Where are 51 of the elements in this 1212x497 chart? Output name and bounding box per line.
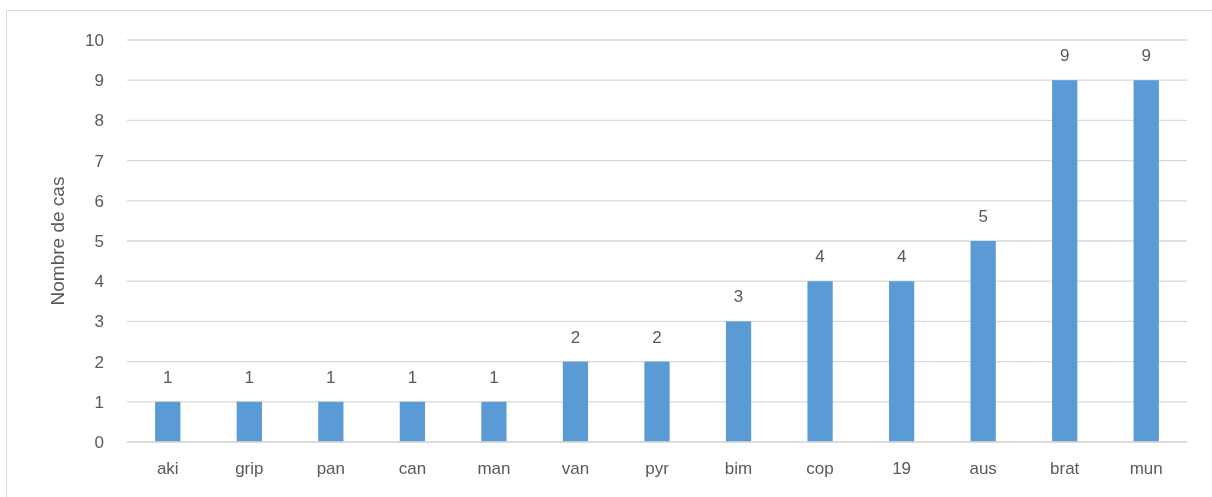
y-tick-label: 2 (94, 352, 104, 372)
data-label: 4 (896, 247, 907, 267)
data-label: 2 (652, 327, 662, 347)
bar (481, 401, 507, 442)
bar (725, 321, 752, 442)
bar (562, 361, 589, 442)
data-label: 5 (978, 207, 988, 226)
x-tick-label: bim (724, 459, 753, 479)
data-label: 2 (570, 327, 581, 347)
bar (236, 401, 262, 442)
y-tick-label: 4 (94, 272, 104, 292)
bar (1133, 80, 1159, 442)
data-label: 1 (489, 367, 499, 387)
x-tick-label: man (477, 459, 511, 479)
x-tick-label: cop (806, 459, 834, 479)
y-tick-label: 8 (94, 111, 104, 131)
bar (888, 281, 915, 442)
bar (807, 281, 833, 442)
x-tick-label: pan (316, 459, 346, 479)
y-tick-label: 5 (94, 231, 104, 251)
bar (970, 241, 996, 442)
bar (399, 401, 426, 442)
y-tick-label: 7 (94, 151, 104, 171)
x-tick-label: 19 (892, 459, 912, 479)
bar (155, 401, 181, 442)
y-tick-label: 6 (94, 191, 104, 211)
y-tick-label: 10 (85, 30, 104, 50)
bar (644, 361, 670, 442)
x-tick-label: brat (1050, 459, 1080, 479)
data-label: 1 (407, 367, 418, 387)
data-label: 1 (244, 367, 255, 387)
x-tick-label: aus (969, 459, 997, 479)
x-tick-label: grip (235, 459, 264, 479)
y-tick-label: 9 (94, 71, 104, 91)
data-label: 9 (1141, 46, 1151, 66)
y-tick-label: 3 (94, 312, 104, 332)
x-tick-label: van (561, 459, 590, 479)
x-tick-label: mun (1129, 459, 1163, 479)
y-axis-title: Nombre de cas (47, 176, 68, 306)
x-tick-label: aki (156, 459, 179, 479)
y-tick-label: 1 (94, 392, 104, 412)
bar (318, 401, 344, 442)
data-label: 1 (163, 367, 173, 387)
data-label: 1 (326, 367, 336, 387)
data-label: 3 (733, 287, 744, 307)
x-tick-label: can (398, 459, 427, 479)
x-tick-label: pyr (645, 459, 670, 479)
bar (1052, 80, 1078, 442)
y-tick-label: 0 (94, 432, 104, 452)
data-label: 4 (815, 247, 825, 267)
data-label: 9 (1059, 46, 1070, 66)
